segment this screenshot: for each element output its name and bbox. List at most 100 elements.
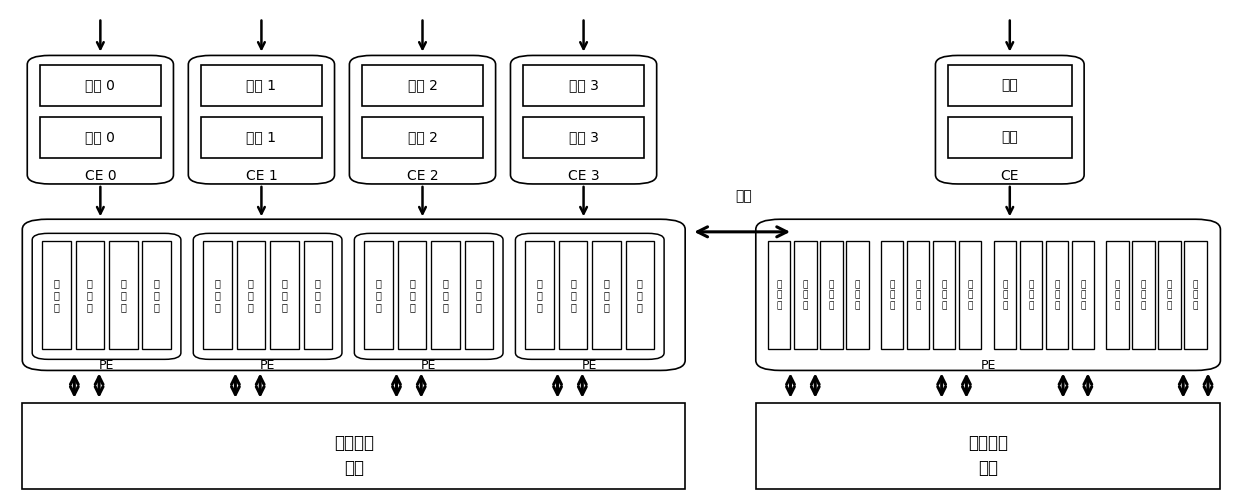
Bar <box>523 65 644 106</box>
Text: 运
算
宏: 运 算 宏 <box>53 279 59 311</box>
Bar <box>42 241 71 349</box>
Text: CE: CE <box>1001 169 1018 183</box>
Bar <box>201 65 322 106</box>
Bar <box>1158 241 1181 349</box>
Text: 运
算
宏: 运 算 宏 <box>315 279 321 311</box>
Text: PE: PE <box>99 359 114 372</box>
Text: 取指 2: 取指 2 <box>408 78 437 92</box>
Text: 运
算
宏: 运 算 宏 <box>1193 280 1198 310</box>
Bar <box>948 117 1072 158</box>
Text: PE: PE <box>980 359 996 372</box>
Bar <box>203 241 232 349</box>
Text: 运
算
宏: 运 算 宏 <box>890 280 895 310</box>
Bar <box>1106 241 1129 349</box>
Text: PE: PE <box>582 359 597 372</box>
Bar <box>364 241 393 349</box>
FancyBboxPatch shape <box>756 219 1220 370</box>
Text: 运
算
宏: 运 算 宏 <box>476 279 482 311</box>
Text: 运
算
宏: 运 算 宏 <box>1167 280 1172 310</box>
Bar <box>1046 241 1068 349</box>
Text: 运
算
宏: 运 算 宏 <box>968 280 973 310</box>
Bar <box>142 241 171 349</box>
Text: 网络: 网络 <box>978 459 999 477</box>
Text: 运
算
宏: 运 算 宏 <box>536 279 543 311</box>
Bar <box>362 65 483 106</box>
Text: PE: PE <box>421 359 436 372</box>
Text: 重构: 重构 <box>735 190 752 204</box>
Text: 运
算
宏: 运 算 宏 <box>1028 280 1033 310</box>
Text: 运
算
宏: 运 算 宏 <box>637 279 643 311</box>
Bar <box>820 241 843 349</box>
Bar <box>270 241 299 349</box>
Text: 运
算
宏: 运 算 宏 <box>442 279 449 311</box>
Bar <box>398 241 426 349</box>
Text: 运
算
宏: 运 算 宏 <box>281 279 287 311</box>
Bar <box>201 117 322 158</box>
Bar <box>109 241 138 349</box>
Text: 运
算
宏: 运 算 宏 <box>409 279 415 311</box>
Bar <box>1072 241 1094 349</box>
Bar <box>794 241 817 349</box>
FancyBboxPatch shape <box>515 233 664 359</box>
Text: 运
算
宏: 运 算 宏 <box>375 279 382 311</box>
Text: 发射 2: 发射 2 <box>408 131 437 145</box>
Bar <box>846 241 869 349</box>
Bar <box>756 403 1220 489</box>
Text: 运
算
宏: 运 算 宏 <box>942 280 947 310</box>
FancyBboxPatch shape <box>935 55 1084 184</box>
Bar <box>907 241 929 349</box>
Text: 取指 3: 取指 3 <box>569 78 598 92</box>
Text: 运
算
宏: 运 算 宏 <box>1054 280 1059 310</box>
FancyBboxPatch shape <box>349 55 496 184</box>
Bar <box>948 65 1072 106</box>
Bar <box>768 241 790 349</box>
Text: 运
算
宏: 运 算 宏 <box>855 280 860 310</box>
Bar <box>626 241 654 349</box>
Text: CE 2: CE 2 <box>406 169 439 183</box>
Text: 运
算
宏: 运 算 宏 <box>214 279 221 311</box>
Bar <box>523 117 644 158</box>
Bar <box>1132 241 1155 349</box>
FancyBboxPatch shape <box>32 233 181 359</box>
FancyBboxPatch shape <box>354 233 503 359</box>
Text: 运
算
宏: 运 算 宏 <box>120 279 126 311</box>
Text: 取指 1: 取指 1 <box>247 78 276 92</box>
Text: 运
算
宏: 运 算 宏 <box>154 279 160 311</box>
Text: 取指: 取指 <box>1001 78 1018 92</box>
Text: 运
算
宏: 运 算 宏 <box>803 280 808 310</box>
Bar <box>76 241 104 349</box>
Text: 运
算
宏: 运 算 宏 <box>248 279 254 311</box>
Bar <box>959 241 981 349</box>
Bar <box>22 403 685 489</box>
Text: 发射: 发射 <box>1001 131 1018 145</box>
Text: 发射 1: 发射 1 <box>247 131 276 145</box>
Text: 运
算
宏: 运 算 宏 <box>1115 280 1120 310</box>
Bar <box>994 241 1016 349</box>
Bar <box>1020 241 1042 349</box>
Bar <box>40 65 161 106</box>
Bar <box>362 117 483 158</box>
Text: 运
算
宏: 运 算 宏 <box>603 279 610 311</box>
Bar <box>237 241 265 349</box>
Bar <box>881 241 903 349</box>
Bar <box>592 241 621 349</box>
Text: 运
算
宏: 运 算 宏 <box>570 279 576 311</box>
Text: 取指 0: 取指 0 <box>85 78 115 92</box>
Text: 运
算
宏: 运 算 宏 <box>1141 280 1146 310</box>
Text: 发射 0: 发射 0 <box>85 131 115 145</box>
FancyBboxPatch shape <box>22 219 685 370</box>
Text: 发射 3: 发射 3 <box>569 131 598 145</box>
Text: CE 1: CE 1 <box>245 169 278 183</box>
Text: 运
算
宏: 运 算 宏 <box>829 280 834 310</box>
FancyBboxPatch shape <box>27 55 173 184</box>
Text: 片上交换: 片上交换 <box>968 433 1009 452</box>
Text: PE: PE <box>260 359 275 372</box>
Bar <box>465 241 493 349</box>
Bar <box>40 117 161 158</box>
Text: 运
算
宏: 运 算 宏 <box>1080 280 1085 310</box>
Bar <box>933 241 955 349</box>
Bar <box>431 241 460 349</box>
Text: 运
算
宏: 运 算 宏 <box>87 279 93 311</box>
FancyBboxPatch shape <box>193 233 342 359</box>
Bar <box>525 241 554 349</box>
